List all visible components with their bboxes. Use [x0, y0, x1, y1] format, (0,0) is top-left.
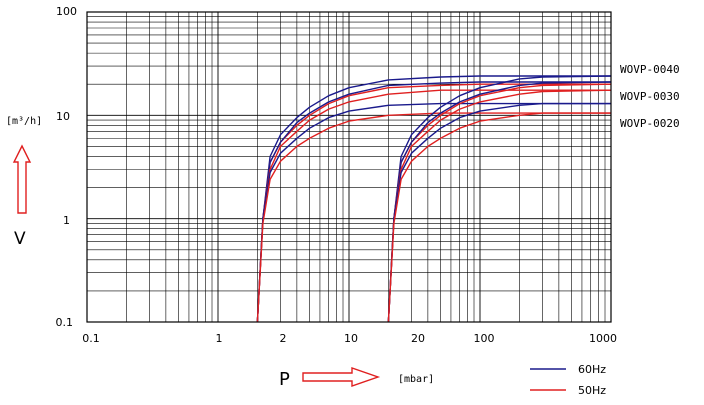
x-tick-label-1: 1	[216, 332, 223, 345]
x-axis-unit: [mbar]	[398, 374, 434, 385]
up-arrow-icon	[12, 144, 32, 214]
legend-label-50hz: 50Hz	[578, 384, 606, 397]
curves	[256, 75, 612, 323]
y-tick-label-0.1: 0.1	[56, 316, 74, 329]
series-line-wovp-0040-60hz-from-2	[256, 75, 611, 323]
series-line-wovp-0020-50hz-from-20	[387, 112, 611, 323]
y-tick-label-100: 100	[56, 5, 77, 18]
legend-label-60hz: 60Hz	[578, 363, 606, 376]
x-tick-label-1000: 1000	[589, 332, 617, 345]
x-tick-label-10: 10	[344, 332, 358, 345]
x-tick-label-2: 2	[280, 332, 287, 345]
x-axis-label: P	[279, 369, 290, 390]
series-line-wovp-0030-50hz-from-2	[256, 89, 611, 323]
series-line-wovp-0030-60hz-from-2	[256, 81, 611, 323]
model-label-wovp-0030: WOVP-0030	[620, 90, 680, 103]
y-tick-label-1: 1	[63, 214, 70, 227]
y-axis-unit: [m³/h]	[6, 116, 42, 127]
series-line-wovp-0020-50hz-from-2	[256, 112, 611, 323]
model-label-wovp-0040: WOVP-0040	[620, 63, 680, 76]
x-tick-label-0.1: 0.1	[82, 332, 100, 345]
grid	[86, 12, 611, 323]
legend: 60Hz 50Hz	[530, 363, 606, 397]
x-tick-label-100: 100	[474, 332, 495, 345]
right-arrow-icon	[302, 367, 381, 387]
x-tick-label-20: 20	[411, 332, 425, 345]
series-line-wovp-0020-60hz-from-2	[256, 102, 611, 323]
y-tick-label-10: 10	[56, 110, 70, 123]
series-line-wovp-0020-60hz-from-20	[387, 102, 611, 323]
plot-frame	[86, 11, 612, 323]
y-axis-label: V	[14, 229, 26, 249]
model-label-wovp-0020: WOVP-0020	[620, 117, 680, 130]
